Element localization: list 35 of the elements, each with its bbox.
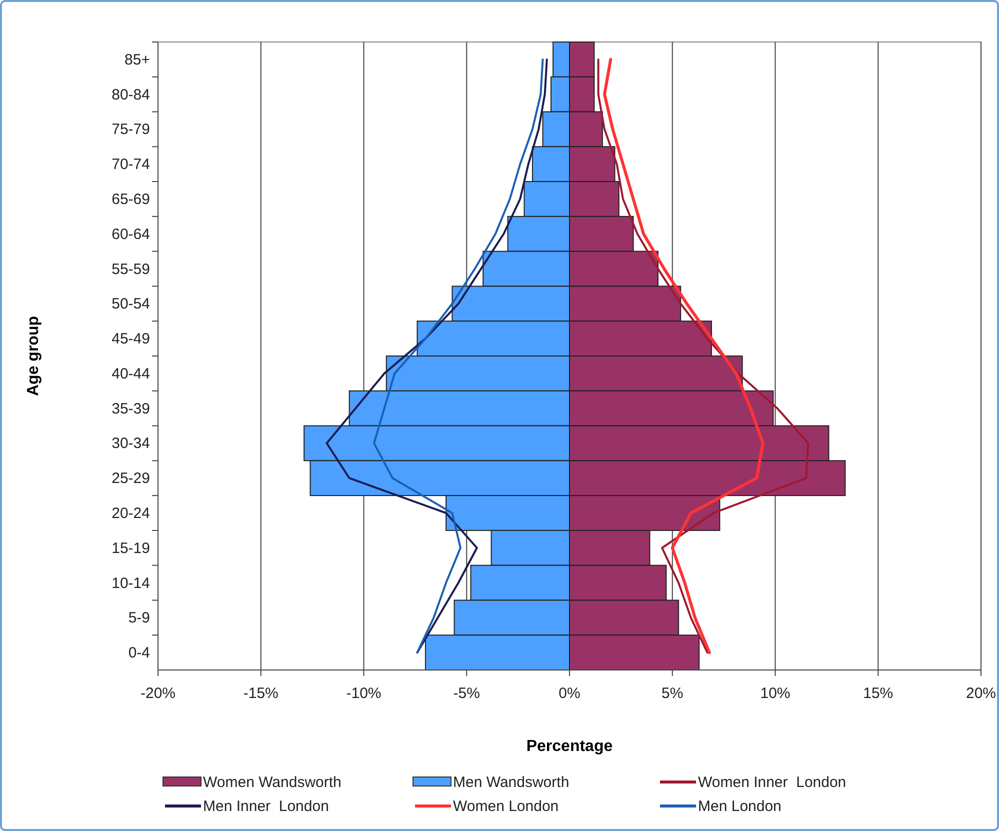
x-tick-label: 20% xyxy=(966,685,996,702)
x-tick-label: -20% xyxy=(140,685,176,702)
y-tick-label: 30-34 xyxy=(112,435,150,452)
y-axis-title: Age group xyxy=(25,316,42,396)
y-tick-label: 75-79 xyxy=(112,121,150,138)
y-tick-label: 65-69 xyxy=(112,191,150,208)
y-tick-label: 20-24 xyxy=(112,505,150,522)
y-tick-label: 50-54 xyxy=(112,296,150,313)
legend-label: Men Wandsworth xyxy=(453,774,570,791)
y-tick-label: 0-4 xyxy=(128,644,150,662)
x-axis-title: Percentage xyxy=(526,738,613,755)
x-tick-label: -10% xyxy=(346,685,382,702)
y-tick-label: 25-29 xyxy=(112,470,150,488)
y-tick-label: 15-19 xyxy=(112,540,150,557)
y-tick-label: 35-39 xyxy=(112,400,150,418)
x-tick-label: 0% xyxy=(558,685,580,702)
x-tick-label: -5% xyxy=(453,685,480,702)
y-tick-label: 40-44 xyxy=(112,365,150,382)
x-tick-label: -15% xyxy=(243,685,278,702)
legend-label: Men Inner London xyxy=(203,798,329,815)
legend-label: Women Inner London xyxy=(698,774,846,791)
legend-label: Women Wandsworth xyxy=(203,774,342,791)
y-tick-label: 60-64 xyxy=(112,226,150,243)
y-tick-label: 80-84 xyxy=(112,86,150,104)
x-tick-label: 10% xyxy=(760,685,790,702)
y-tick-label: 10-14 xyxy=(112,574,150,592)
y-tick-label: 55-59 xyxy=(112,260,150,278)
x-tick-label: 5% xyxy=(662,685,684,702)
y-tick-label: 70-74 xyxy=(112,156,150,174)
legend-label: Women London xyxy=(453,798,559,815)
legend-label: Men London xyxy=(698,798,782,815)
y-tick-label: 85+ xyxy=(124,51,150,68)
y-tick-label: 5-9 xyxy=(128,610,150,627)
x-tick-label: 15% xyxy=(863,685,894,702)
y-tick-label: 45-49 xyxy=(112,330,150,348)
